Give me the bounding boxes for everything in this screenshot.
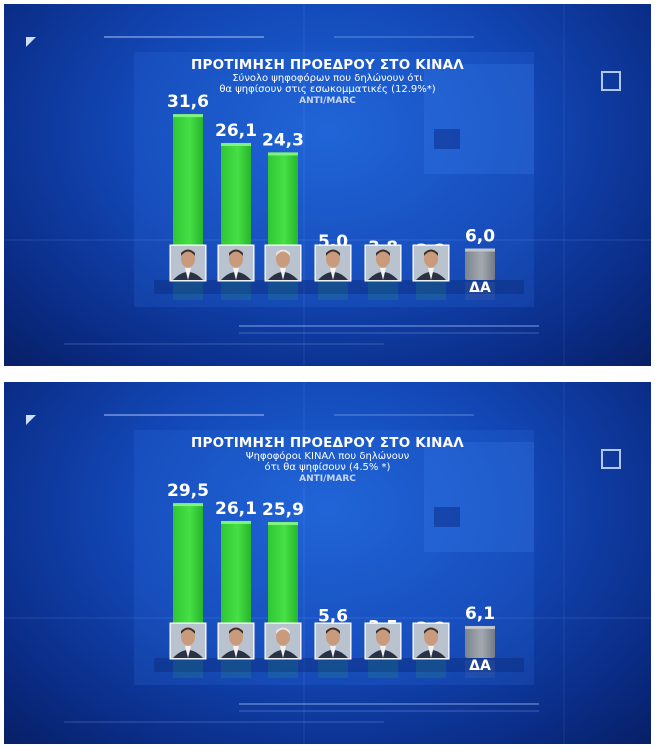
data-label-1: 31,6 xyxy=(167,92,209,112)
chart-title-block: ΠΡΟΤΙΜΗΣΗ ΠΡΟΕΔΡΟΥ ΣΤΟ ΚΙΝΑΛ Σύνολο ψηφο… xyxy=(4,57,651,108)
data-label-4: 5,6 xyxy=(318,607,348,627)
data-label-2: 26,1 xyxy=(215,121,257,141)
chart-subtitle-line-2: θα ψηφίσουν στις εσωκομματικές (12.9%*) xyxy=(219,84,436,95)
chart-panel-1: ΠΡΟΤΙΜΗΣΗ ΠΡΟΕΔΡΟΥ ΣΤΟ ΚΙΝΑΛ Σύνολο ψηφο… xyxy=(4,4,651,366)
square-outline-icon xyxy=(601,71,621,91)
chart-floor xyxy=(154,280,524,294)
candidate-portrait-1 xyxy=(169,244,207,282)
bar-cap-3 xyxy=(268,152,298,156)
chart-subtitle-line-1: Ψηφοφόροι ΚΙΝΑΛ που δηλώνουν xyxy=(245,451,410,462)
bar-reflection-2 xyxy=(221,660,251,678)
bar-reflection-6 xyxy=(416,660,446,678)
candidate-portrait-5 xyxy=(364,622,402,660)
candidate-portrait-5 xyxy=(364,244,402,282)
bar-cap-1 xyxy=(173,114,203,118)
bar-reflection-3 xyxy=(268,282,298,300)
bar-chart-2: 29,526,125,95,63,53,26,1ΔΑ xyxy=(154,481,524,678)
bar-reflection-1 xyxy=(173,282,203,300)
candidate-portrait-4 xyxy=(314,622,352,660)
bar-reflection-7 xyxy=(465,282,495,300)
bar-reflection-2 xyxy=(221,282,251,300)
bar-7 xyxy=(465,248,495,280)
bar-reflection-6 xyxy=(416,282,446,300)
corner-mark-icon xyxy=(26,415,36,425)
bar-reflection-7 xyxy=(465,660,495,678)
square-outline-icon xyxy=(601,449,621,469)
chart-floor xyxy=(154,658,524,672)
bar-chart-1: 31,626,124,35,03,83,26,0ΔΑ xyxy=(154,92,524,300)
bar-cap-7 xyxy=(465,625,495,629)
data-label-1: 29,5 xyxy=(167,481,209,501)
candidate-portrait-3 xyxy=(264,622,302,660)
chart-title-block: ΠΡΟΤΙΜΗΣΗ ΠΡΟΕΔΡΟΥ ΣΤΟ ΚΙΝΑΛ Ψηφοφόροι Κ… xyxy=(4,435,651,486)
bar-reflection-3 xyxy=(268,660,298,678)
bar-reflection-4 xyxy=(318,282,348,300)
bar-1 xyxy=(173,503,203,658)
chart-title: ΠΡΟΤΙΜΗΣΗ ΠΡΟΕΔΡΟΥ ΣΤΟ ΚΙΝΑΛ xyxy=(191,57,464,73)
chart-title: ΠΡΟΤΙΜΗΣΗ ΠΡΟΕΔΡΟΥ ΣΤΟ ΚΙΝΑΛ xyxy=(191,435,464,451)
bar-reflection-5 xyxy=(368,282,398,300)
data-label-3: 25,9 xyxy=(262,500,304,520)
data-label-7: 6,1 xyxy=(465,604,495,624)
data-label-2: 26,1 xyxy=(215,499,257,519)
chart-source: ANTI/MARC xyxy=(299,474,356,484)
category-label-da: ΔΑ xyxy=(469,280,491,296)
bar-cap-3 xyxy=(268,522,298,526)
candidate-portrait-1 xyxy=(169,622,207,660)
data-label-3: 24,3 xyxy=(262,130,304,150)
bar-cap-7 xyxy=(465,248,495,252)
chart-subtitle-line-1: Σύνολο ψηφοφόρων που δηλώνουν ότι xyxy=(232,73,423,84)
candidate-portrait-2 xyxy=(217,244,255,282)
bar-cap-2 xyxy=(221,142,251,146)
candidate-portrait-6 xyxy=(412,622,450,660)
bar-7 xyxy=(465,625,495,658)
candidate-portrait-6 xyxy=(412,244,450,282)
bar-1 xyxy=(173,114,203,280)
bar-cap-1 xyxy=(173,503,203,507)
candidate-portrait-2 xyxy=(217,622,255,660)
chart-panel-2: ΠΡΟΤΙΜΗΣΗ ΠΡΟΕΔΡΟΥ ΣΤΟ ΚΙΝΑΛ Ψηφοφόροι Κ… xyxy=(4,382,651,744)
chart-subtitle-line-2: ότι θα ψηφίσουν (4.5% *) xyxy=(264,462,391,473)
bar-cap-2 xyxy=(221,520,251,524)
candidate-portrait-4 xyxy=(314,244,352,282)
corner-mark-icon xyxy=(26,37,36,47)
bar-reflection-1 xyxy=(173,660,203,678)
category-label-da: ΔΑ xyxy=(469,658,491,674)
data-label-7: 6,0 xyxy=(465,227,495,247)
candidate-portrait-3 xyxy=(264,244,302,282)
chart-source: ANTI/MARC xyxy=(299,96,356,106)
bar-reflection-4 xyxy=(318,660,348,678)
bar-reflection-5 xyxy=(368,660,398,678)
